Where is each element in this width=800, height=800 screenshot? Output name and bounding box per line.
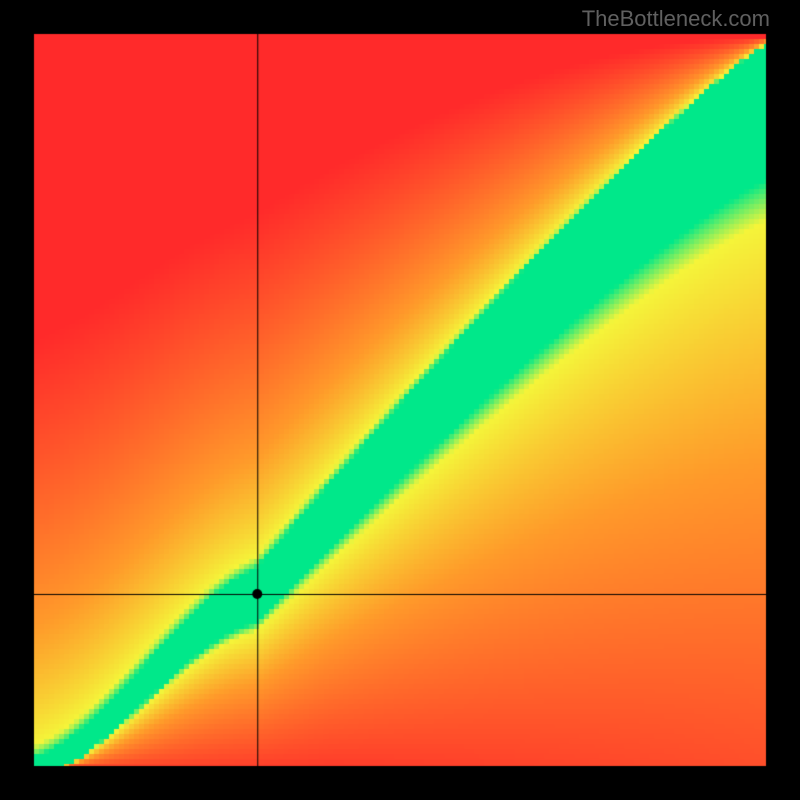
bottleneck-heatmap <box>0 0 800 800</box>
watermark-text: TheBottleneck.com <box>582 6 770 32</box>
